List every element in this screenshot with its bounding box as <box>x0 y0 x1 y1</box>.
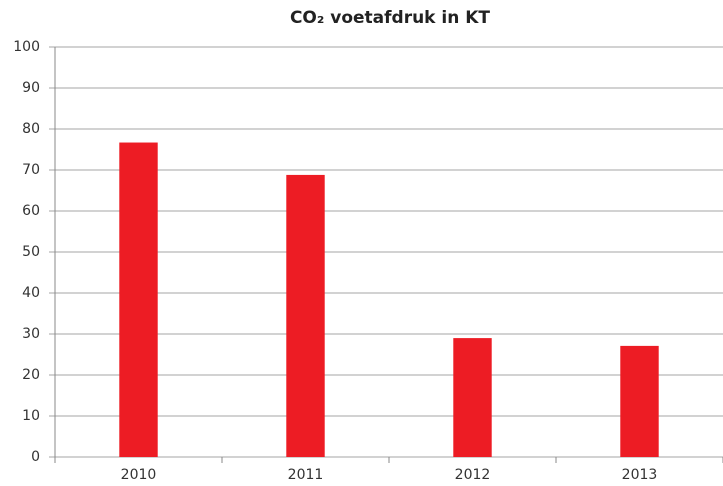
y-tick-label: 100 <box>13 39 40 55</box>
y-tick-label: 40 <box>22 285 40 301</box>
y-tick-label: 20 <box>22 367 40 383</box>
bar <box>119 142 158 457</box>
y-tick-label: 70 <box>22 162 40 178</box>
y-tick-label: 80 <box>22 121 40 137</box>
y-tick-label: 50 <box>22 244 40 260</box>
x-tick-label: 2011 <box>288 467 324 483</box>
y-tick-label: 90 <box>22 80 40 96</box>
bar <box>453 338 492 457</box>
y-tick-label: 60 <box>22 203 40 219</box>
x-tick-label: 2010 <box>121 467 157 483</box>
x-tick-label: 2012 <box>455 467 491 483</box>
y-tick-label: 30 <box>22 326 40 342</box>
chart-title: CO₂ voetafdruk in KT <box>290 8 490 28</box>
bar <box>286 174 325 458</box>
y-tick-label: 10 <box>22 408 40 424</box>
x-tick-label: 2013 <box>622 467 658 483</box>
y-tick-label: 0 <box>31 449 40 465</box>
bar <box>620 345 659 457</box>
